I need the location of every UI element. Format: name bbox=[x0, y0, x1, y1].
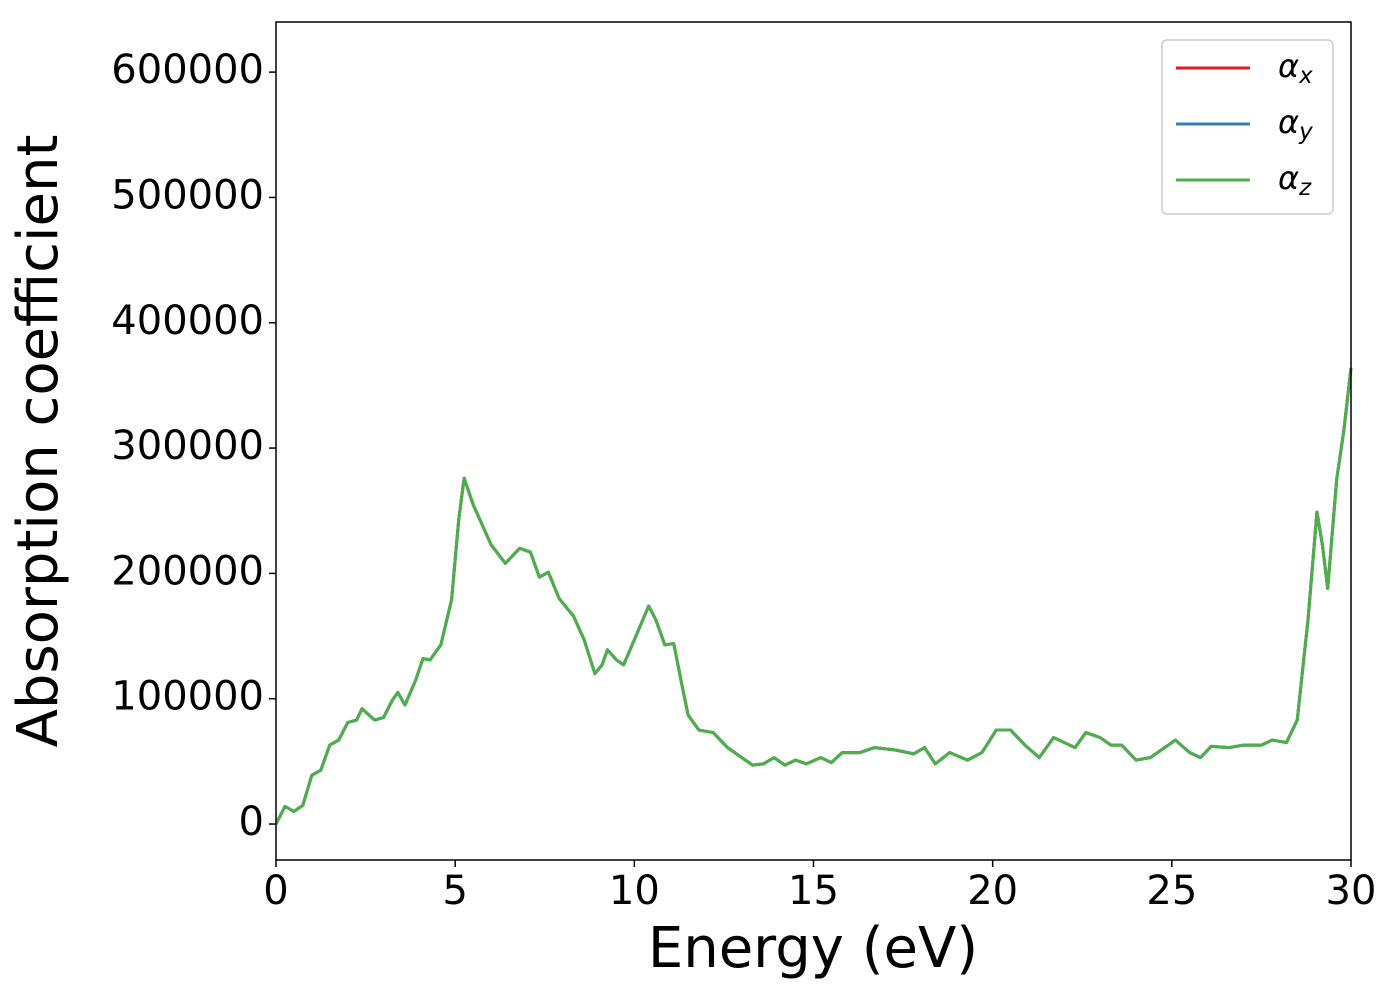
x-tick-label: 10 bbox=[609, 868, 660, 914]
legend-label: αx bbox=[1278, 47, 1313, 89]
y-tick-label: 200000 bbox=[111, 548, 264, 594]
y-tick-label: 400000 bbox=[111, 298, 264, 344]
y-tick-label: 500000 bbox=[111, 172, 264, 218]
y-tick-label: 0 bbox=[239, 799, 264, 845]
legend-label: αz bbox=[1278, 159, 1312, 201]
x-tick-label: 0 bbox=[263, 868, 288, 914]
x-tick-label: 15 bbox=[788, 868, 839, 914]
legend: αx αy αz bbox=[1161, 39, 1334, 215]
legend-box bbox=[1161, 39, 1334, 215]
plot-frame bbox=[275, 21, 1352, 861]
y-tick-label: 600000 bbox=[111, 47, 264, 93]
legend-label: αy bbox=[1278, 103, 1313, 145]
x-tick-label: 30 bbox=[1326, 868, 1377, 914]
data-line bbox=[274, 367, 1353, 825]
x-axis-label: Energy (eV) bbox=[648, 916, 978, 981]
x-tick-label: 25 bbox=[1146, 868, 1197, 914]
x-tick-label: 20 bbox=[967, 868, 1018, 914]
x-tick-label: 5 bbox=[442, 868, 467, 914]
y-tick-label: 100000 bbox=[111, 674, 264, 720]
y-axis-label: Absorption coefficient bbox=[6, 135, 71, 748]
y-tick-label: 300000 bbox=[111, 423, 264, 469]
